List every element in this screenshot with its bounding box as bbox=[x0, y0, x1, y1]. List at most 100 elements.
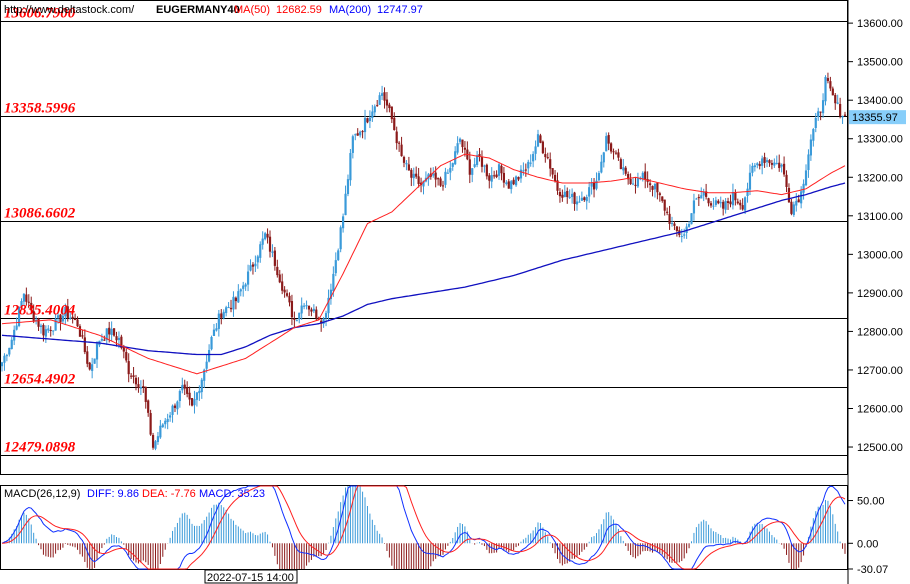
candle bbox=[476, 150, 479, 168]
candle bbox=[821, 93, 825, 118]
candle bbox=[281, 273, 284, 295]
candle bbox=[580, 191, 583, 202]
candle bbox=[388, 102, 391, 113]
candle bbox=[161, 423, 164, 428]
candle bbox=[139, 380, 142, 396]
candle bbox=[410, 168, 413, 187]
candle bbox=[3, 353, 6, 371]
candle bbox=[731, 183, 735, 210]
candle bbox=[349, 148, 352, 186]
candle bbox=[288, 292, 291, 307]
candle bbox=[130, 373, 133, 380]
candle bbox=[37, 317, 40, 331]
candle bbox=[444, 167, 447, 188]
candle bbox=[739, 199, 742, 210]
candle bbox=[551, 168, 554, 179]
price-tick-label: 13400.00 bbox=[857, 95, 903, 107]
source-url: http://www.deltastock.com/ bbox=[4, 4, 135, 16]
candle bbox=[571, 188, 574, 204]
candle bbox=[261, 231, 264, 250]
candle bbox=[812, 127, 815, 147]
candle bbox=[536, 129, 540, 148]
candle bbox=[658, 191, 661, 202]
price-tick-label: 12600.00 bbox=[857, 403, 903, 415]
price-tick-label: 12700.00 bbox=[857, 365, 903, 377]
candle bbox=[159, 419, 162, 439]
candle bbox=[575, 196, 579, 211]
candle bbox=[356, 128, 359, 136]
candle bbox=[378, 92, 381, 106]
candle bbox=[605, 132, 608, 152]
candle bbox=[719, 196, 722, 208]
candle bbox=[103, 335, 106, 341]
candle bbox=[636, 172, 640, 188]
candle bbox=[415, 166, 418, 179]
candle bbox=[648, 179, 652, 193]
candle bbox=[446, 169, 449, 174]
candle bbox=[271, 244, 274, 258]
candle bbox=[510, 180, 513, 194]
candle bbox=[717, 199, 720, 205]
candle bbox=[585, 194, 588, 210]
ma50-line bbox=[1, 153, 846, 375]
candle bbox=[826, 72, 830, 84]
candle bbox=[490, 167, 493, 189]
candle bbox=[300, 297, 303, 320]
candle bbox=[512, 177, 515, 186]
candle bbox=[276, 259, 279, 278]
candle bbox=[775, 155, 778, 165]
price-tick-label: 12900.00 bbox=[857, 288, 903, 300]
candle bbox=[700, 187, 703, 199]
candle bbox=[807, 149, 810, 178]
candle bbox=[546, 152, 549, 160]
candle bbox=[843, 111, 847, 117]
candle bbox=[371, 104, 374, 122]
candle bbox=[178, 389, 181, 408]
candle bbox=[390, 106, 393, 124]
candle bbox=[519, 165, 523, 183]
candle bbox=[602, 151, 605, 168]
candle bbox=[437, 177, 440, 186]
candle bbox=[478, 148, 481, 162]
candle bbox=[770, 159, 774, 170]
candle bbox=[307, 305, 311, 316]
candle bbox=[617, 148, 620, 161]
candle bbox=[354, 133, 357, 141]
candle bbox=[741, 198, 744, 211]
macd-axis: 50.00 0.00 -30.07 bbox=[848, 496, 888, 576]
candle bbox=[61, 307, 65, 324]
candle bbox=[473, 157, 476, 169]
ma200-label: MA(200) bbox=[329, 4, 371, 16]
candle bbox=[112, 328, 116, 337]
candle bbox=[115, 331, 118, 347]
candle bbox=[644, 163, 647, 189]
candle bbox=[246, 264, 250, 292]
candle bbox=[66, 298, 69, 322]
candle bbox=[824, 75, 827, 106]
candle bbox=[544, 147, 547, 163]
candle bbox=[631, 177, 635, 186]
candle bbox=[171, 404, 174, 423]
symbol-label: EUGERMANY40 bbox=[156, 4, 240, 16]
candle bbox=[666, 207, 669, 216]
candle bbox=[341, 213, 345, 233]
support-resistance-levels bbox=[0, 21, 847, 456]
macd-dea-label: DEA: -7.76 bbox=[142, 488, 196, 500]
candle bbox=[724, 198, 727, 214]
candle bbox=[256, 254, 259, 269]
candle bbox=[493, 170, 496, 179]
candle bbox=[614, 150, 618, 155]
price-tick-label: 13100.00 bbox=[857, 211, 903, 223]
candle bbox=[495, 170, 498, 179]
candle bbox=[785, 170, 788, 193]
macd-tick-label: 0.00 bbox=[857, 538, 878, 550]
candle bbox=[709, 200, 713, 208]
candle bbox=[744, 196, 747, 215]
candle bbox=[592, 178, 596, 198]
candle bbox=[100, 333, 103, 342]
candle bbox=[841, 115, 844, 124]
candle bbox=[675, 225, 678, 237]
candle bbox=[315, 306, 318, 321]
candle bbox=[59, 313, 62, 331]
